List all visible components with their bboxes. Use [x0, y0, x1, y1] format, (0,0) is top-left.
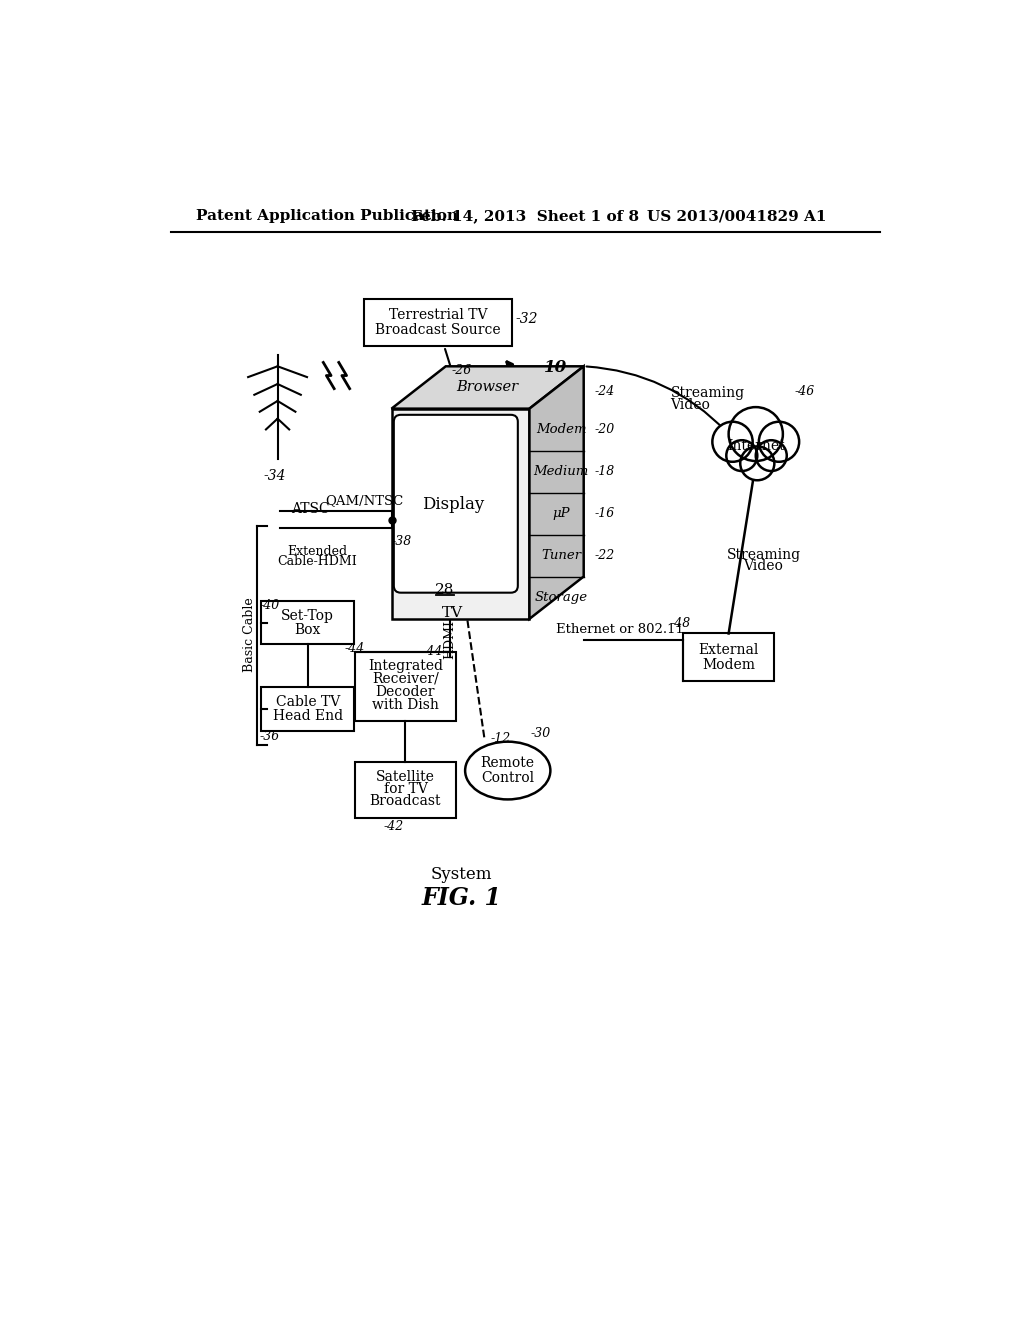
Text: Broadcast Source: Broadcast Source	[375, 323, 501, 337]
Text: Remote: Remote	[480, 756, 535, 770]
Text: 10: 10	[544, 359, 567, 376]
Text: 28: 28	[434, 582, 454, 597]
Text: -36: -36	[260, 730, 280, 743]
Text: -30: -30	[531, 727, 551, 741]
Text: -42: -42	[384, 820, 404, 833]
Text: Display: Display	[422, 496, 484, 513]
Text: -20: -20	[595, 424, 614, 436]
Text: Terrestrial TV: Terrestrial TV	[389, 308, 487, 322]
Text: -44: -44	[423, 644, 442, 657]
Text: -44: -44	[344, 642, 365, 655]
Text: Feb. 14, 2013  Sheet 1 of 8: Feb. 14, 2013 Sheet 1 of 8	[411, 209, 639, 223]
Text: -22: -22	[595, 549, 614, 562]
Text: for TV: for TV	[384, 781, 427, 796]
Text: μP: μP	[553, 507, 570, 520]
Text: Internet: Internet	[727, 438, 784, 453]
Text: Set-Top: Set-Top	[282, 609, 334, 623]
Text: Cable TV: Cable TV	[275, 696, 340, 709]
FancyBboxPatch shape	[394, 414, 518, 593]
Text: QAM/NTSC: QAM/NTSC	[326, 495, 403, 508]
Text: Streaming: Streaming	[726, 548, 801, 562]
FancyBboxPatch shape	[365, 300, 512, 346]
Text: Video: Video	[743, 560, 783, 573]
Circle shape	[726, 441, 758, 471]
Text: ATSC: ATSC	[291, 502, 330, 516]
Text: Satellite: Satellite	[376, 770, 435, 784]
Text: Decoder: Decoder	[376, 685, 435, 700]
Circle shape	[740, 446, 774, 480]
Polygon shape	[391, 367, 584, 409]
Text: -34: -34	[263, 469, 286, 483]
Text: -38: -38	[391, 536, 412, 548]
Text: -46: -46	[795, 385, 815, 399]
Circle shape	[729, 407, 783, 461]
Circle shape	[713, 422, 753, 462]
Text: Broadcast: Broadcast	[370, 795, 441, 808]
Text: -26: -26	[452, 363, 472, 376]
Text: Streaming: Streaming	[671, 387, 744, 400]
FancyBboxPatch shape	[355, 762, 456, 817]
Text: Extended: Extended	[287, 545, 347, 557]
FancyBboxPatch shape	[683, 634, 774, 681]
Text: -32: -32	[515, 312, 538, 326]
Text: FIG. 1: FIG. 1	[421, 886, 502, 909]
Text: Basic Cable: Basic Cable	[243, 597, 256, 672]
Text: System: System	[430, 866, 492, 883]
Text: Storage: Storage	[535, 591, 588, 605]
Text: Video: Video	[671, 397, 711, 412]
Text: Browser: Browser	[457, 380, 519, 395]
Text: -48: -48	[671, 616, 691, 630]
Text: Control: Control	[481, 771, 535, 785]
Text: US 2013/0041829 A1: US 2013/0041829 A1	[647, 209, 826, 223]
FancyBboxPatch shape	[261, 688, 354, 730]
Ellipse shape	[465, 742, 550, 800]
Text: Ethernet or 802.11: Ethernet or 802.11	[556, 623, 684, 636]
Text: Receiver/: Receiver/	[372, 672, 439, 686]
Polygon shape	[391, 409, 529, 619]
Circle shape	[756, 441, 786, 471]
Text: Box: Box	[295, 623, 321, 636]
Text: with Dish: with Dish	[372, 698, 439, 711]
Text: External: External	[698, 643, 759, 656]
Text: Head End: Head End	[272, 709, 343, 723]
Polygon shape	[529, 367, 584, 619]
Text: -24: -24	[595, 385, 614, 397]
Circle shape	[759, 422, 799, 462]
Text: Cable-HDMI: Cable-HDMI	[278, 556, 357, 569]
Text: -16: -16	[595, 507, 614, 520]
FancyBboxPatch shape	[261, 601, 354, 644]
Text: -18: -18	[595, 465, 614, 478]
FancyBboxPatch shape	[355, 652, 456, 721]
Text: Integrated: Integrated	[368, 659, 443, 673]
Text: TV: TV	[441, 606, 463, 619]
Text: Modem: Modem	[702, 659, 755, 672]
Text: Patent Application Publication: Patent Application Publication	[197, 209, 458, 223]
Text: Tuner: Tuner	[541, 549, 582, 562]
Text: HDMI: HDMI	[443, 620, 456, 659]
Text: Modem: Modem	[536, 424, 587, 436]
Text: -40: -40	[260, 599, 280, 612]
Text: -12: -12	[490, 733, 511, 746]
Text: Medium: Medium	[534, 465, 589, 478]
